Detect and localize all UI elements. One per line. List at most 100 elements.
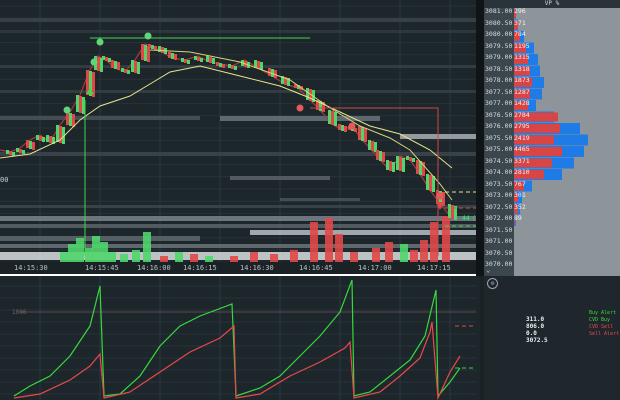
vp-bid-bar: [514, 170, 544, 179]
candle: [448, 204, 451, 218]
cvd-chart[interactable]: 1000: [0, 276, 480, 400]
legend-item: CVD Sell: [589, 324, 614, 330]
ladder-volume: 2784: [514, 110, 530, 119]
candle: [451, 205, 454, 219]
candle: [141, 44, 144, 60]
time-label: 14:16:45: [299, 264, 333, 272]
heatmap-level: [220, 116, 380, 121]
candle: [72, 114, 75, 127]
candle: [389, 161, 392, 171]
cvd-sell-line: [13, 321, 461, 400]
volume-bar: [230, 256, 238, 262]
ladder-volume: 371: [514, 18, 526, 27]
volume-bar: [325, 218, 333, 262]
candle: [26, 140, 29, 148]
candle: [392, 162, 395, 172]
vp-bid-bar: [514, 158, 552, 168]
vp-bid-bar: [514, 216, 515, 225]
candle: [154, 46, 157, 50]
vp-histogram: [514, 8, 620, 276]
ladder-volume: 301: [514, 191, 526, 199]
collapse-icon[interactable]: ⌄: [486, 266, 491, 274]
ladder-volume: 1318: [514, 64, 530, 73]
alert-panel: 311.0 806.0 0.0 3072.5 Buy Alert CVD Buy CVD …: [484, 276, 620, 400]
volume-bar: [68, 244, 76, 262]
candle: [92, 72, 95, 97]
candle: [56, 125, 59, 142]
time-label: 14:17:00: [358, 264, 392, 272]
vp-bid-bar: [514, 32, 520, 41]
legend-item: Sell Alert: [589, 331, 620, 337]
pane-separator[interactable]: [0, 274, 484, 276]
vp-bid-bar: [514, 89, 530, 99]
volume-bar: [270, 254, 278, 262]
sell-marker: [436, 192, 444, 200]
ladder-price: 3079.50: [485, 41, 513, 50]
heatmap-level: [280, 198, 360, 201]
price-chart[interactable]: 00 44 (9): [0, 0, 484, 262]
ladder-price: 3077.00: [485, 99, 513, 107]
candle: [344, 126, 347, 132]
candle: [361, 127, 364, 141]
candle: [334, 112, 337, 126]
gear-icon[interactable]: ⚙: [487, 278, 498, 289]
candle: [416, 160, 419, 174]
sell-marker: [296, 104, 304, 112]
price-chart-canvas[interactable]: [0, 0, 480, 262]
vp-bid-bar: [514, 66, 530, 76]
candle: [69, 113, 72, 126]
ladder-volume: 2419: [514, 133, 530, 142]
range-box: [310, 107, 439, 256]
ladder-volume: 1428: [514, 99, 530, 107]
ladder-volume: 784: [514, 30, 526, 38]
vp-bid-bar: [514, 20, 518, 30]
buy-marker: [90, 58, 98, 66]
candle: [62, 127, 65, 144]
buy-marker: [144, 32, 152, 40]
volume-bar: [420, 240, 428, 262]
vp-bid-bar: [514, 112, 558, 122]
volume-bar: [372, 248, 380, 262]
heatmap-level: [250, 230, 476, 235]
volume-bar: [120, 254, 128, 262]
candle: [284, 77, 287, 85]
candle: [274, 70, 277, 78]
stat-value: 0.0: [526, 330, 537, 337]
candle: [271, 69, 274, 77]
candle: [147, 46, 150, 62]
ladder-volume: 296: [514, 7, 526, 15]
candle: [124, 69, 127, 73]
candle: [454, 206, 457, 220]
candle: [316, 100, 319, 110]
cvd-chart-canvas[interactable]: [0, 276, 480, 400]
candle: [89, 71, 92, 96]
candle: [105, 57, 108, 61]
ladder-price: 3076.00: [485, 122, 513, 130]
candle: [97, 57, 100, 71]
candle: [148, 44, 151, 48]
candle: [12, 152, 15, 156]
volume-bar: [132, 250, 140, 262]
candle: [144, 45, 147, 61]
ladder-price: 3071.50: [485, 225, 513, 234]
candle: [216, 62, 219, 66]
candle: [36, 135, 39, 140]
candle: [16, 148, 19, 152]
candle: [86, 70, 89, 95]
heatmap-level: [0, 244, 480, 248]
candle: [368, 140, 371, 150]
heatmap-level: [0, 216, 480, 221]
time-label: 14:15:30: [14, 264, 48, 272]
candle: [422, 162, 425, 176]
candle: [231, 65, 234, 69]
candle: [158, 46, 161, 52]
candle: [254, 60, 257, 68]
vp-bid-bar: [514, 147, 562, 156]
candle: [161, 47, 164, 53]
vp-header: VP %: [484, 0, 620, 8]
candle: [42, 137, 45, 142]
candle: [228, 64, 231, 68]
candle: [117, 62, 120, 70]
candle: [374, 142, 377, 152]
